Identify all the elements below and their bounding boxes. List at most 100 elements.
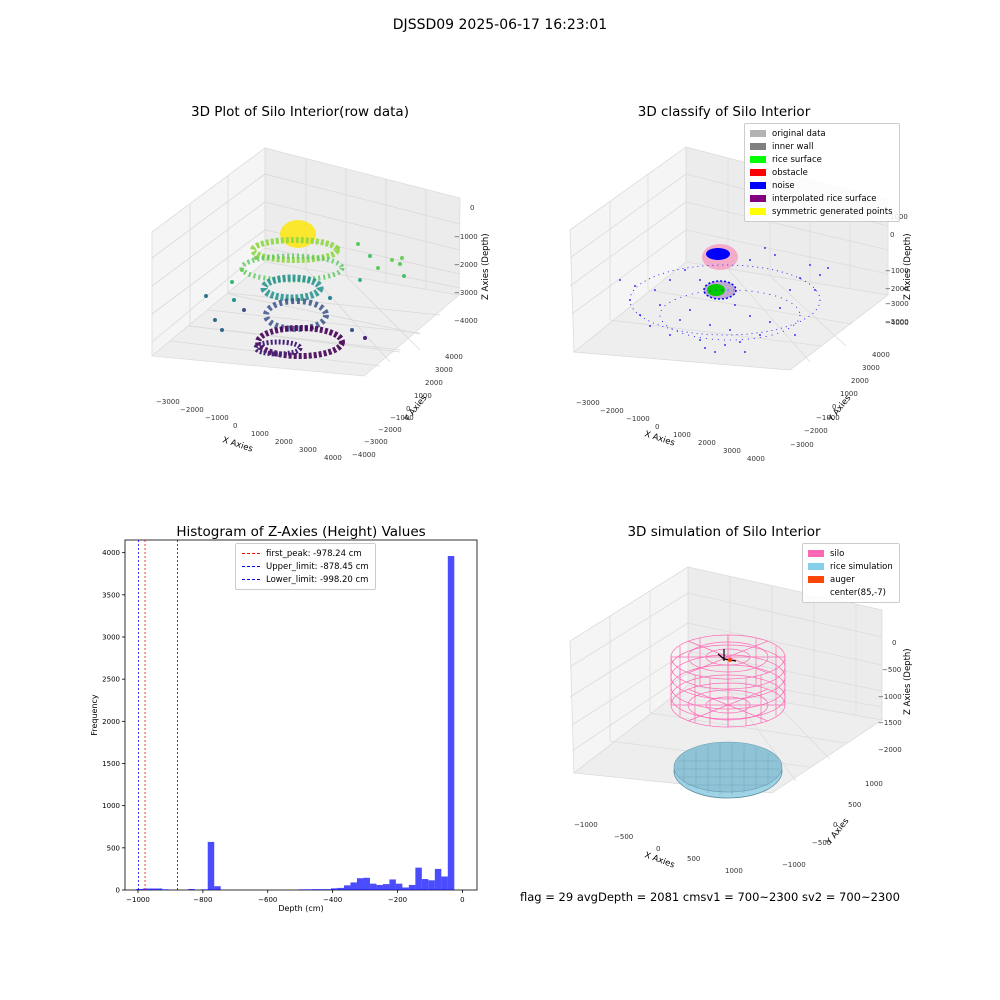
svg-text:−1000: −1000 [885, 267, 909, 275]
svg-text:4000: 4000 [324, 454, 342, 460]
x-tick-label: −600 [258, 896, 277, 904]
histogram-bar [428, 880, 435, 890]
histogram-bar [350, 882, 357, 890]
svg-text:−2000: −2000 [878, 746, 902, 754]
silo-wireframe [670, 634, 786, 728]
raw-point-cloud [204, 220, 406, 359]
histogram-legend: first_peak: -978.24 cm Upper_limit: -878… [235, 543, 376, 590]
histogram-bar [363, 877, 370, 890]
svg-text:3000: 3000 [299, 446, 317, 454]
legend-item: Lower_limit: -998.20 cm [242, 573, 369, 586]
svg-text:0: 0 [892, 639, 896, 647]
legend-swatch [750, 195, 766, 202]
histogram-x-ticks: −1000 −800 −600 −400 −200 0 [126, 890, 465, 904]
histogram-bar [395, 883, 403, 890]
histogram-bar [136, 888, 143, 890]
histogram-bars [136, 556, 455, 890]
svg-text:−5000: −5000 [885, 318, 909, 326]
svg-text:−2000: −2000 [600, 407, 624, 415]
classify-x-ticks: −3000 −2000 −1000 0 1000 2000 3000 4000 [576, 399, 765, 463]
legend-swatch [750, 208, 766, 215]
y-tick-label: 2000 [102, 718, 120, 726]
svg-text:2000: 2000 [851, 377, 869, 385]
raw-3d-plot: −3000 −2000 −1000 0 1000 2000 3000 4000 … [151, 147, 491, 460]
legend-item: auger [808, 573, 893, 586]
histogram-bar [155, 888, 163, 890]
svg-text:−4000: −4000 [352, 451, 376, 459]
svg-text:0: 0 [233, 422, 237, 430]
svg-text:−3000: −3000 [790, 441, 814, 449]
histogram-chart: −1000 −800 −600 −400 −200 0 0 500 1000 1500 2000 2… [90, 539, 478, 913]
legend-swatch [808, 589, 824, 596]
simulation-y-label: Y Axies [824, 816, 852, 848]
raw-z-label: Z Axies (Depth) [481, 233, 491, 300]
histogram-bar [318, 889, 325, 890]
rice-simulation-surface [673, 741, 783, 799]
legend-item: silo [808, 547, 893, 560]
simulation-plot-title: 3D simulation of Silo Interior [627, 524, 821, 540]
svg-text:1000: 1000 [251, 430, 269, 438]
y-tick-label: 500 [107, 844, 120, 852]
svg-text:−500: −500 [882, 666, 901, 674]
histogram-title: Histogram of Z-Axies (Height) Values [176, 524, 426, 540]
histogram-bar [415, 867, 422, 890]
svg-text:−1000: −1000 [454, 233, 478, 241]
svg-text:1000: 1000 [725, 867, 743, 875]
classify-z-label: Z Axies (Depth) [903, 233, 913, 300]
simulation-axes-panes [569, 566, 884, 794]
svg-text:−3000: −3000 [156, 398, 180, 406]
x-tick-label: 0 [460, 896, 464, 904]
svg-text:4000: 4000 [445, 353, 463, 361]
svg-text:1000: 1000 [865, 780, 883, 788]
svg-text:−1000: −1000 [816, 414, 840, 422]
legend-item: inner wall [750, 140, 893, 153]
histogram-bar [343, 885, 351, 890]
svg-text:−2000: −2000 [180, 406, 204, 414]
x-tick-label: −400 [323, 896, 342, 904]
svg-text:0: 0 [833, 821, 837, 829]
simulation-y-ticks: 1000 500 0 −500 −1000 [782, 780, 883, 869]
svg-text:0: 0 [832, 403, 836, 411]
legend-swatch [808, 576, 824, 583]
simulation-x-ticks: −1000 −500 0 500 1000 [574, 821, 743, 875]
auger [717, 649, 737, 662]
svg-text:−1000: −1000 [626, 415, 650, 423]
svg-text:3000: 3000 [435, 366, 453, 374]
simulation-3d-plot: −1000 −500 0 500 1000 X Axies 1000 500 0… [569, 566, 913, 875]
legend-item: noise [750, 179, 893, 192]
legend-item: rice surface [750, 153, 893, 166]
svg-text:0: 0 [890, 231, 894, 239]
simulation-x-label: X Axies [643, 850, 676, 870]
svg-text:−3000: −3000 [454, 289, 478, 297]
histogram-bar [402, 887, 409, 890]
histogram-bar [142, 888, 150, 890]
histogram-bar [311, 889, 319, 890]
y-tick-label: 2500 [102, 676, 120, 684]
raw-y-ticks: 4000 3000 2000 1000 0 −1000 −2000 −3000 … [352, 353, 463, 459]
histogram-bar [389, 879, 396, 890]
svg-text:−3000: −3000 [364, 438, 388, 446]
histogram-bar [356, 878, 364, 890]
svg-text:−4000: −4000 [885, 319, 909, 327]
svg-text:1000: 1000 [673, 431, 691, 439]
svg-text:−2000: −2000 [885, 285, 909, 293]
svg-text:−500: −500 [614, 833, 633, 841]
legend-swatch [750, 169, 766, 176]
legend-swatch [808, 563, 824, 570]
histogram-bar [298, 889, 306, 890]
simulation-z-ticks: 0 −500 −1000 −1500 −2000 [878, 639, 902, 754]
svg-text:−2000: −2000 [454, 261, 478, 269]
y-tick-label: 0 [116, 887, 120, 895]
histogram-bar [207, 841, 215, 890]
svg-text:−1000: −1000 [205, 414, 229, 422]
status-text: flag = 29 avgDepth = 2081 cmsv1 = 700~23… [520, 890, 900, 904]
histogram-bar [201, 889, 208, 890]
histogram-bar [162, 889, 169, 890]
svg-text:0: 0 [655, 423, 659, 431]
legend-swatch [750, 156, 766, 163]
svg-text:2000: 2000 [698, 439, 716, 447]
legend-item: obstacle [750, 166, 893, 179]
svg-text:0: 0 [406, 405, 410, 413]
svg-text:1000: 1000 [840, 390, 858, 398]
svg-text:2000: 2000 [275, 438, 293, 446]
